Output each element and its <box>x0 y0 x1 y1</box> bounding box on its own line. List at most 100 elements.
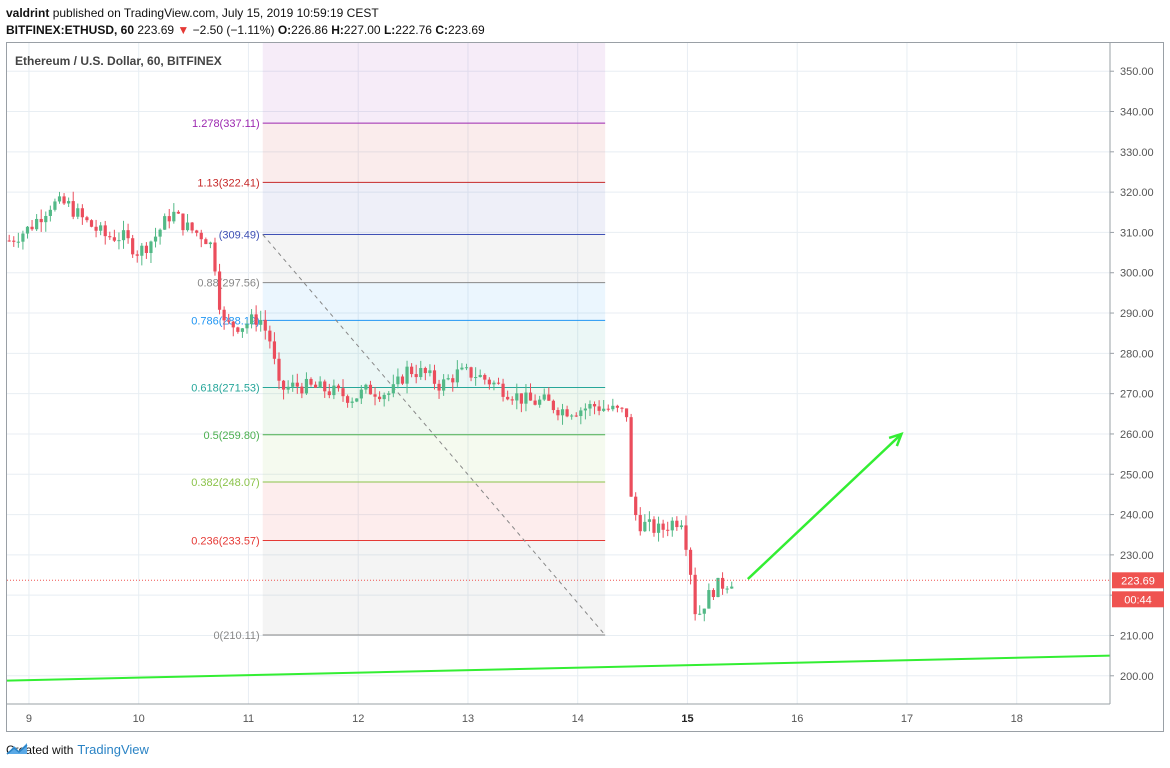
chart-frame[interactable] <box>6 42 1164 732</box>
candle-body <box>131 238 135 255</box>
candle-body <box>240 328 245 332</box>
candle-body <box>707 590 711 609</box>
candle-body <box>693 574 697 615</box>
candle-body <box>135 254 139 256</box>
price-tick-label: 240.00 <box>1120 510 1154 522</box>
candle-body <box>451 378 455 383</box>
time-tick-label: 12 <box>352 713 364 725</box>
candle-body <box>446 378 450 380</box>
candle-body <box>437 383 441 391</box>
candle-body <box>268 330 272 342</box>
candle-body <box>341 388 345 397</box>
current-price-tag-label: 223.69 <box>1121 575 1155 587</box>
candle-body <box>647 519 652 522</box>
price-tick-label: 330.00 <box>1120 147 1154 159</box>
candle-body <box>153 236 158 242</box>
candle-body <box>277 358 281 381</box>
candle-body <box>666 529 670 531</box>
candle-body <box>730 586 734 589</box>
price-tick-label: 260.00 <box>1120 429 1154 441</box>
candle-body <box>85 217 89 221</box>
candle-body <box>323 381 327 392</box>
candle-body <box>583 408 587 411</box>
candle-body <box>76 208 80 217</box>
candle-body <box>606 408 610 410</box>
price-change: −2.50 (−1.11%) <box>192 23 275 37</box>
candle-body <box>204 239 208 245</box>
candle-body <box>249 314 254 325</box>
candle-body <box>483 374 487 380</box>
time-tick-label: 15 <box>681 713 693 725</box>
candle-body <box>515 393 519 401</box>
candle-body <box>464 367 469 369</box>
candle-body <box>524 392 528 404</box>
candle-body <box>565 409 569 417</box>
candle-body <box>519 393 523 404</box>
candle-body <box>474 377 478 379</box>
candle-body <box>496 382 501 384</box>
candle-body <box>195 230 199 233</box>
candle-body <box>272 341 277 359</box>
candle-body <box>405 366 409 384</box>
tradingview-brand[interactable]: TradingView <box>77 742 149 757</box>
fib-zone <box>262 123 606 183</box>
candle-body <box>391 384 395 394</box>
candle-body <box>121 230 126 241</box>
close-label: C: <box>435 23 448 37</box>
last-price: 223.69 <box>137 23 175 37</box>
author-name[interactable]: valdrint <box>6 6 50 20</box>
price-tick-label: 320.00 <box>1120 187 1154 199</box>
candle-body <box>364 384 368 390</box>
candle-body <box>16 241 20 243</box>
projection-arrow-head-icon <box>888 431 904 447</box>
candle-body <box>423 368 427 374</box>
close-value: 223.69 <box>447 23 485 37</box>
candle-body <box>551 400 555 411</box>
fib-zone <box>262 182 606 235</box>
published-text: published on TradingView.com, July 15, 2… <box>52 6 379 20</box>
countdown-tag <box>1112 591 1164 608</box>
candle-body <box>336 385 341 389</box>
candle-body <box>80 208 84 218</box>
candle-body <box>99 225 103 231</box>
candle-body <box>688 549 693 575</box>
price-tick-label: 300.00 <box>1120 268 1154 280</box>
candle-body <box>117 240 121 242</box>
price-tick-label: 290.00 <box>1120 308 1154 320</box>
candle-body <box>538 399 542 405</box>
candle-body <box>103 225 107 237</box>
ohlc-line: BITFINEX:ETHUSD, 60 223.69 ▼ −2.50 (−1.1… <box>6 21 485 39</box>
publish-line: valdrint published on TradingView.com, J… <box>6 4 379 22</box>
fib-level-label: 0.382(248.07) <box>191 477 260 489</box>
candle-body <box>25 226 30 234</box>
candle-body <box>501 383 505 397</box>
candle-body <box>300 386 304 394</box>
candle-body <box>176 211 180 214</box>
candle-body <box>259 319 263 325</box>
candle-body <box>67 201 71 204</box>
candle-body <box>597 406 601 411</box>
fib-level-label: 1.278(337.11) <box>192 118 260 130</box>
time-tick-label: 9 <box>26 713 32 725</box>
candle-body <box>592 404 597 407</box>
down-arrow-icon: ▼ <box>177 23 190 37</box>
candle-body <box>487 379 491 385</box>
fib-level-label: 1.13(322.41) <box>197 177 259 189</box>
candle-body <box>368 384 373 395</box>
candle-body <box>345 396 350 403</box>
candle-body <box>620 407 624 409</box>
fib-zone <box>262 234 606 283</box>
candle-body <box>30 226 34 230</box>
candle-body <box>373 394 377 397</box>
candle-body <box>556 410 560 416</box>
price-tick-label: 230.00 <box>1120 550 1154 562</box>
candle-body <box>643 521 647 532</box>
time-tick-label: 17 <box>901 713 913 725</box>
candle-body <box>675 520 679 528</box>
candle-body <box>382 394 386 400</box>
candle-body <box>181 213 185 231</box>
candle-body <box>281 380 286 390</box>
candle-body <box>39 218 43 223</box>
candle-body <box>387 393 391 395</box>
